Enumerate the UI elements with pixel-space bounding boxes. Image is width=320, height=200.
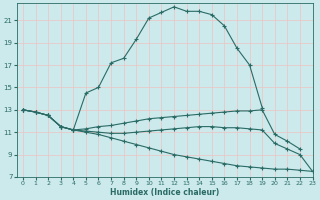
X-axis label: Humidex (Indice chaleur): Humidex (Indice chaleur): [110, 188, 219, 197]
